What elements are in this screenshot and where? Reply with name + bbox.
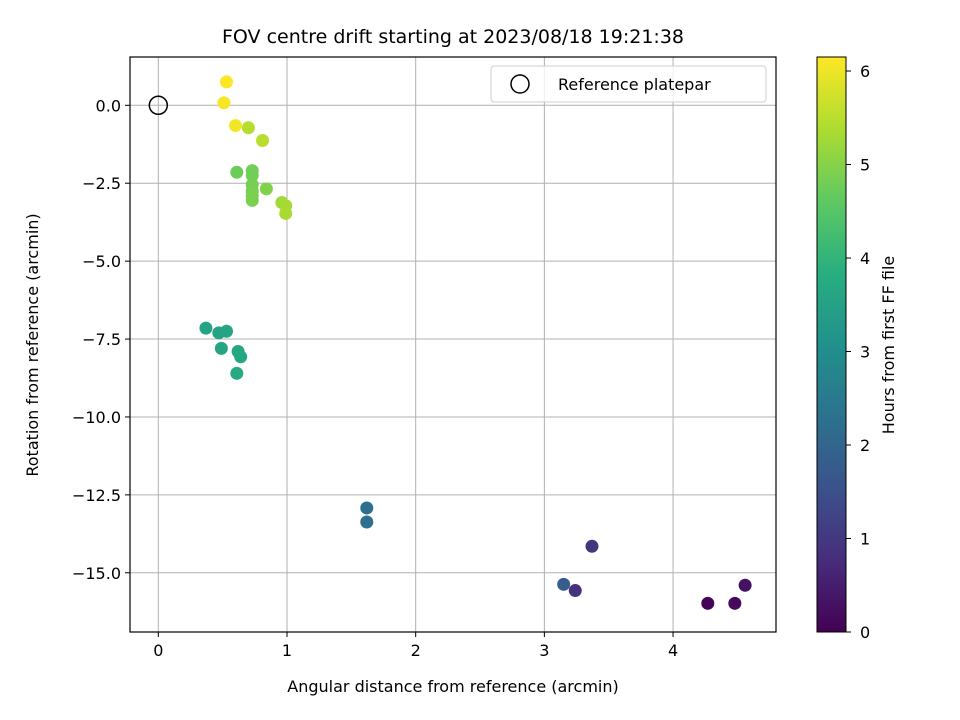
data-point: [220, 75, 234, 89]
data-point: [557, 577, 571, 591]
y-axis-ticks: 0.0 −2.5 −5.0 −7.5 −10.0 −12.5 −15.0: [72, 96, 130, 583]
colorbar-tick-label: 3: [860, 343, 870, 362]
x-tick-label: 2: [411, 641, 421, 660]
colorbar-tick-label: 2: [860, 436, 870, 455]
y-tick-label: −2.5: [82, 174, 121, 193]
y-tick-label: −12.5: [72, 486, 121, 505]
data-points: [199, 75, 752, 610]
colorbar-tick-label: 4: [860, 249, 870, 268]
y-tick-label: 0.0: [96, 96, 121, 115]
colorbar-tick-label: 5: [860, 156, 870, 175]
plot-area: 0 1 2 3 4 0.0 −2.5 −5.0 −7.5 −10.0 −12.5 −15.0: [72, 56, 777, 660]
legend: Reference platepar: [490, 65, 767, 103]
data-point: [220, 324, 234, 338]
colorbar: 0 1 2 3 4 5 6 Hours from first FF file: [816, 56, 898, 642]
colorbar-tick-label: 1: [860, 530, 870, 549]
data-point: [199, 321, 213, 335]
legend-box: [490, 65, 767, 103]
colorbar-tick-label: 6: [860, 62, 870, 81]
data-point: [234, 350, 248, 364]
data-point: [214, 341, 228, 355]
colorbar-label: Hours from first FF file: [879, 256, 898, 435]
data-point: [256, 134, 270, 148]
data-point: [217, 96, 231, 110]
y-tick-label: −10.0: [72, 408, 121, 427]
grid: [130, 57, 776, 632]
colorbar-tick-label: 0: [860, 623, 870, 642]
data-point: [279, 206, 293, 220]
data-point: [245, 168, 259, 182]
data-point: [568, 584, 582, 598]
x-axis-label: Angular distance from reference (arcmin): [287, 677, 618, 696]
x-axis-ticks: 0 1 2 3 4: [153, 632, 678, 660]
colorbar-gradient: [816, 56, 847, 633]
data-point: [738, 578, 752, 592]
legend-entry-reference: Reference platepar: [558, 75, 711, 94]
plot-frame: [129, 56, 777, 633]
data-point: [360, 501, 374, 515]
data-point: [229, 119, 243, 133]
x-tick-label: 4: [668, 641, 678, 660]
y-tick-label: −7.5: [82, 330, 121, 349]
data-point: [245, 193, 259, 207]
data-point: [728, 596, 742, 610]
data-point: [230, 366, 244, 380]
data-point: [701, 596, 715, 610]
y-tick-label: −5.0: [82, 252, 121, 271]
data-point: [585, 539, 599, 553]
colorbar-ticks: 0 1 2 3 4 5 6: [846, 62, 870, 642]
data-point: [230, 165, 244, 179]
legend-marker-icon: [510, 74, 530, 94]
x-tick-label: 3: [539, 641, 549, 660]
data-point: [259, 182, 273, 196]
data-point: [241, 121, 255, 135]
x-tick-label: 0: [153, 641, 163, 660]
chart-title: FOV centre drift starting at 2023/08/18 …: [222, 26, 684, 48]
x-tick-label: 1: [282, 641, 292, 660]
reference-platepar-marker: [148, 95, 169, 116]
y-axis-label: Rotation from reference (arcmin): [23, 213, 42, 476]
y-tick-label: −15.0: [72, 564, 121, 583]
data-point: [360, 515, 374, 529]
